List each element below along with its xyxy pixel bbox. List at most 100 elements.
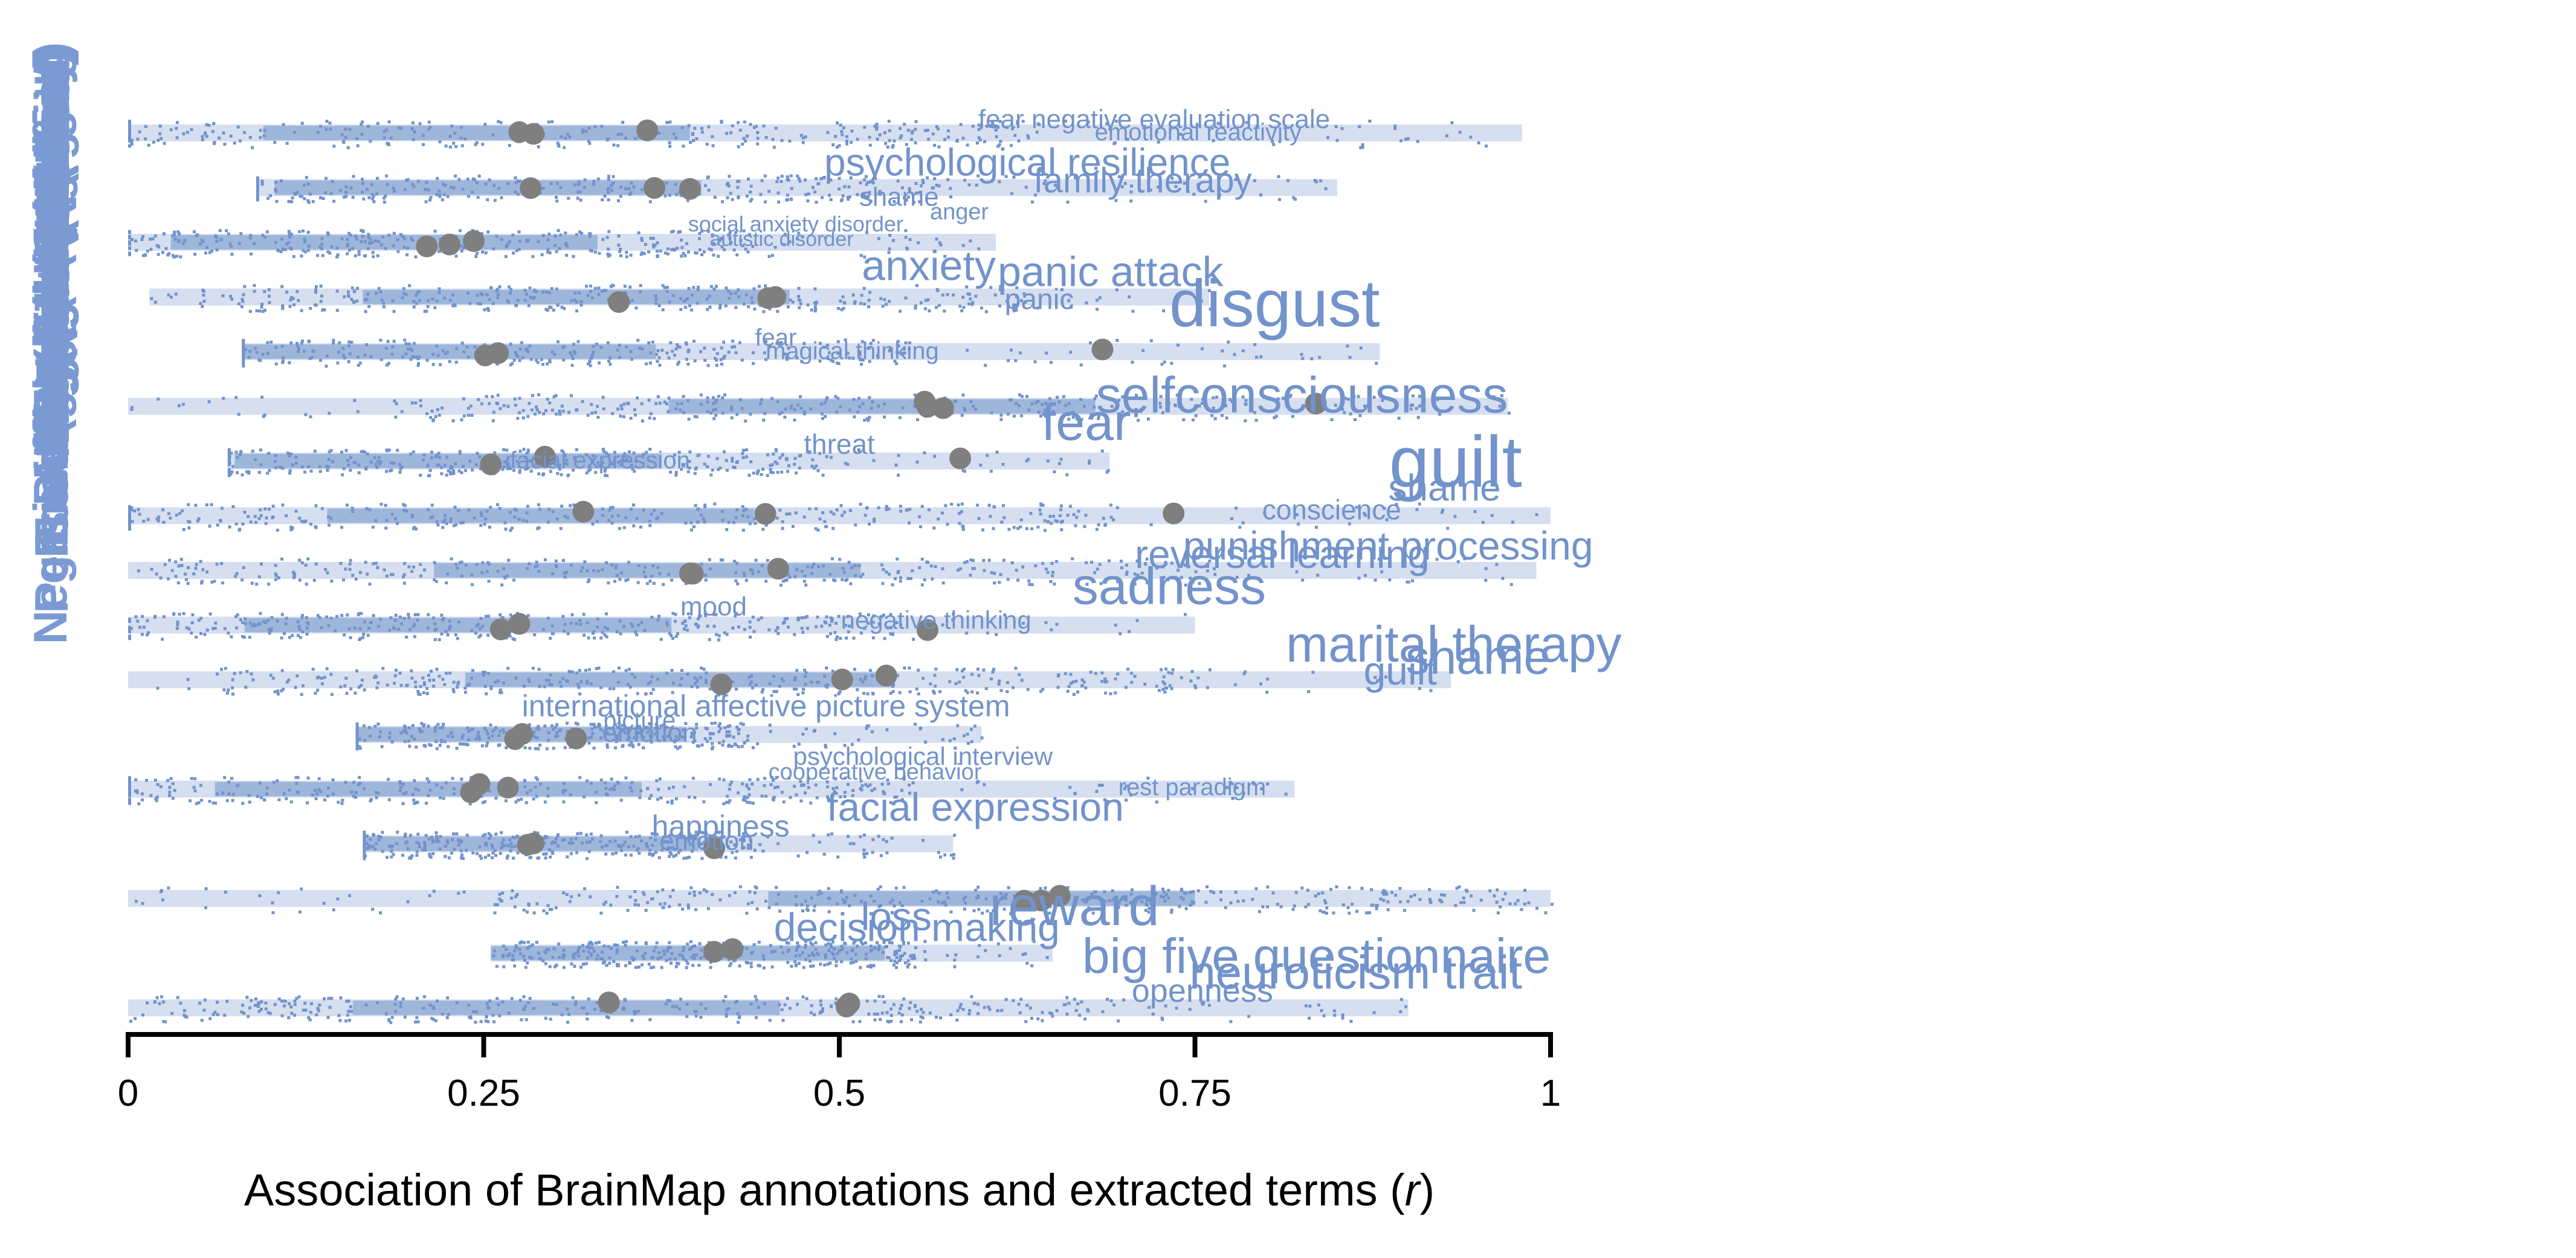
mean-dot bbox=[835, 995, 857, 1018]
mean-dot bbox=[1305, 392, 1327, 414]
mean-dot bbox=[565, 727, 587, 750]
row-label: Negative (Guilt) bbox=[26, 42, 79, 390]
mean-dot bbox=[489, 618, 512, 640]
term-label: disgust bbox=[1169, 266, 1380, 341]
term-label: anxiety bbox=[862, 242, 996, 289]
term-label: social anxiety disorder bbox=[688, 211, 903, 236]
term-label: guilt bbox=[1364, 648, 1437, 693]
mean-markers bbox=[416, 119, 1327, 1018]
row-label: Social Cognition bbox=[25, 45, 78, 416]
term-label: mood bbox=[680, 592, 747, 622]
x-tick-label: 0 bbox=[118, 1073, 138, 1114]
term-label: emotion bbox=[602, 718, 697, 748]
x-tick-label: 1 bbox=[1540, 1073, 1561, 1114]
mean-dot bbox=[679, 563, 701, 585]
row-label: Personality (Neuroticism) bbox=[25, 42, 78, 613]
strip-points bbox=[128, 120, 1554, 1024]
term-label: reversal learning bbox=[1135, 532, 1430, 576]
term-label: picture bbox=[603, 708, 676, 734]
strip-core bbox=[768, 891, 1195, 906]
mean-dot bbox=[534, 445, 556, 468]
strip-core bbox=[363, 289, 790, 305]
x-axis-title: Association of BrainMap annotations and … bbox=[244, 1165, 1435, 1215]
strip-core bbox=[274, 180, 702, 195]
term-label: decision making bbox=[774, 905, 1060, 950]
mean-dot bbox=[517, 833, 539, 856]
term-label: big five questionnaire bbox=[1082, 929, 1551, 984]
strip-core bbox=[234, 454, 662, 468]
term-label: reward bbox=[989, 876, 1159, 937]
row-label: Negative (Anxiety) bbox=[25, 42, 78, 454]
mean-dot bbox=[1091, 338, 1114, 361]
term-label: fear bbox=[1041, 393, 1131, 451]
strip-core bbox=[242, 344, 656, 359]
mean-dot bbox=[1030, 889, 1053, 912]
row-label: Positive (Happiness) bbox=[24, 42, 77, 506]
x-tick-label: 0.75 bbox=[1158, 1073, 1232, 1114]
mean-dot bbox=[572, 500, 595, 523]
mean-dot bbox=[757, 287, 780, 309]
mean-dot bbox=[608, 291, 630, 313]
strip-core bbox=[215, 782, 642, 796]
strip-point bbox=[128, 229, 981, 259]
term-label: rest paradigm bbox=[1119, 774, 1267, 801]
term-labels: fear negative evaluation scaleemotional … bbox=[510, 105, 1622, 1009]
row-label: Negative (Shame) bbox=[26, 50, 79, 445]
term-label: neuroticism trait bbox=[1189, 946, 1522, 999]
strip-core bbox=[668, 399, 1096, 414]
row-label: Negative (Sadness) bbox=[24, 45, 77, 480]
mean-dot bbox=[949, 447, 972, 469]
term-label: threat bbox=[804, 428, 875, 460]
mean-dot bbox=[508, 121, 531, 143]
mean-dot bbox=[636, 119, 659, 141]
term-label: loss bbox=[861, 894, 932, 939]
mean-dot bbox=[703, 837, 725, 859]
strip-point bbox=[129, 995, 1407, 1024]
term-label: emotional reactivity bbox=[1095, 119, 1302, 146]
strip-point bbox=[128, 502, 1538, 532]
row-label: Positive (Reward/Gain) bbox=[25, 45, 78, 558]
term-label: panic attack bbox=[998, 248, 1224, 295]
mean-dot bbox=[463, 230, 485, 252]
term-label: international affective picture system bbox=[522, 689, 1010, 723]
strip-core bbox=[434, 563, 861, 578]
x-tick-label: 0.5 bbox=[813, 1073, 865, 1114]
row-label: Negative (Embarrassment) bbox=[24, 47, 77, 644]
mean-dot bbox=[474, 344, 496, 367]
term-label: conscience bbox=[1262, 494, 1401, 526]
term-label: panic bbox=[1005, 284, 1074, 316]
strip-point bbox=[363, 830, 957, 860]
strip-point bbox=[227, 448, 1110, 477]
term-label: guilt bbox=[1389, 422, 1522, 503]
mean-dot bbox=[643, 176, 665, 199]
term-label: facial expression bbox=[827, 785, 1124, 830]
mean-dot bbox=[916, 619, 938, 641]
mean-dot bbox=[508, 613, 531, 635]
mean-dot bbox=[703, 941, 725, 963]
mean-dot bbox=[504, 728, 526, 750]
term-label: psychological resilience bbox=[824, 141, 1230, 184]
strip-point bbox=[256, 174, 1328, 204]
row-label: Affect (Unspecified) bbox=[24, 42, 77, 488]
strip-point bbox=[137, 557, 1513, 587]
mean-dot bbox=[460, 781, 482, 804]
strip-point bbox=[128, 776, 1288, 805]
strip-point bbox=[130, 393, 1511, 423]
mean-dot bbox=[480, 453, 502, 476]
term-label: happiness bbox=[652, 810, 790, 844]
mean-dot bbox=[721, 938, 744, 960]
row-labels: Positive (Happiness)Positive (Reward/Gai… bbox=[24, 42, 79, 644]
mean-dot bbox=[754, 503, 776, 525]
strip-core bbox=[263, 126, 690, 140]
mean-dot bbox=[932, 397, 954, 419]
strip-core bbox=[170, 235, 598, 250]
mean-dot bbox=[1163, 502, 1185, 524]
mean-dot bbox=[439, 233, 461, 256]
row-label: Positive (Love) bbox=[26, 47, 79, 382]
term-label: openness bbox=[1132, 973, 1273, 1009]
term-label: shame bbox=[859, 182, 939, 212]
strip-core bbox=[327, 508, 754, 523]
term-label: facial expression bbox=[510, 447, 690, 474]
mean-dot bbox=[416, 235, 438, 257]
mean-dot bbox=[767, 558, 789, 580]
